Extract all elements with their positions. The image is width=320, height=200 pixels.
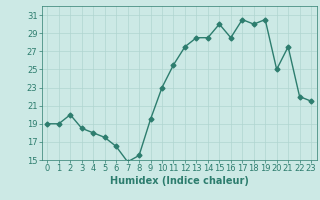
X-axis label: Humidex (Indice chaleur): Humidex (Indice chaleur) [110,176,249,186]
